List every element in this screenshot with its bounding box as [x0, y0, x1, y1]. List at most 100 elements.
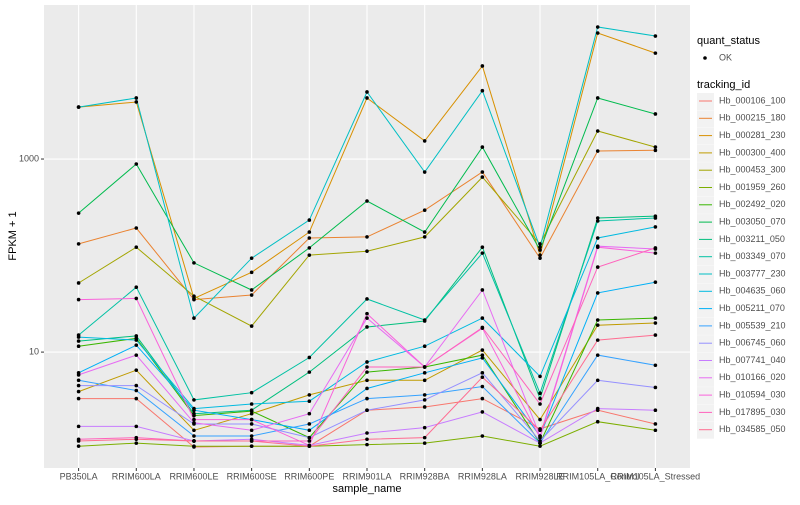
data-point [307, 355, 312, 360]
data-point [365, 365, 369, 369]
data-point [538, 417, 542, 422]
data-point [365, 396, 369, 401]
data-point [76, 105, 81, 109]
x-tick-label: RRIM105LA_Stressed [611, 471, 701, 481]
data-point [365, 370, 369, 374]
legend-label: Hb_003349_070 [719, 251, 786, 261]
data-point [76, 211, 81, 215]
data-point [595, 291, 600, 295]
data-point [192, 434, 196, 438]
data-point [76, 396, 81, 401]
data-point [538, 441, 542, 445]
data-point [595, 219, 600, 223]
data-point [653, 34, 658, 38]
legend-title: quant_status [697, 35, 760, 47]
data-point [249, 422, 254, 426]
legend-label: Hb_004635_060 [719, 286, 786, 296]
legend-label: Hb_001959_260 [719, 182, 786, 192]
data-point [480, 170, 485, 174]
data-point [480, 64, 485, 68]
data-point [480, 384, 485, 389]
data-point [307, 370, 312, 374]
data-point [365, 325, 369, 329]
y-tick-label: 10 [29, 346, 39, 356]
legend-label: Hb_000281_230 [719, 130, 786, 140]
data-point [595, 25, 600, 29]
legend-label: Hb_005539_210 [719, 320, 786, 330]
data-point [422, 344, 427, 349]
x-tick-label: RRIM600PE [284, 471, 334, 481]
legend-label: Hb_000300_400 [719, 147, 786, 157]
x-tick-label: RRIM928LA [458, 471, 507, 481]
data-point [422, 393, 427, 397]
data-point [595, 236, 600, 240]
data-point [480, 434, 485, 438]
data-point [76, 242, 81, 246]
data-point [365, 90, 369, 94]
data-point [365, 360, 369, 364]
data-point [595, 318, 600, 322]
data-point [192, 417, 196, 422]
data-point [365, 437, 369, 442]
data-point [76, 335, 81, 339]
data-point [422, 230, 427, 234]
legend-label: Hb_005211_070 [719, 303, 785, 313]
legend-label: Hb_003777_230 [719, 268, 786, 278]
legend-label: Hb_034585_050 [719, 424, 786, 434]
data-point [76, 383, 81, 388]
data-point [249, 408, 254, 413]
data-point [422, 398, 427, 402]
data-point [307, 393, 312, 397]
data-point [76, 439, 81, 443]
data-point [249, 444, 254, 448]
data-point [538, 396, 542, 401]
data-point [480, 145, 485, 149]
data-point [538, 245, 542, 250]
data-point [134, 338, 139, 342]
data-point [422, 139, 427, 143]
legend-label: Hb_010594_030 [719, 389, 786, 399]
x-tick-label: RRIM928BA [400, 471, 450, 481]
data-point [134, 245, 139, 250]
data-point [365, 199, 369, 203]
data-point [307, 411, 312, 416]
data-point [595, 419, 600, 424]
x-tick-label: RRIM600LA [112, 471, 161, 481]
data-point [538, 391, 542, 396]
x-tick-label: RRIM928LE [516, 471, 565, 481]
data-point [192, 444, 196, 448]
data-point [480, 88, 485, 93]
data-point [422, 235, 427, 239]
data-point [192, 398, 196, 402]
data-point [480, 325, 485, 330]
data-point [365, 249, 369, 253]
data-point [365, 311, 369, 316]
data-point [249, 390, 254, 395]
data-point [307, 435, 312, 440]
data-point [76, 339, 81, 343]
data-point [595, 353, 600, 357]
x-axis-title: sample_name [332, 483, 401, 495]
data-point [480, 371, 485, 375]
data-point [307, 422, 312, 426]
data-point [134, 383, 139, 388]
data-point [653, 333, 658, 337]
data-point [365, 431, 369, 435]
data-point [134, 100, 139, 104]
data-point [249, 270, 254, 275]
data-point [538, 435, 542, 440]
legend-label: Hb_010166_020 [719, 372, 786, 382]
data-point [307, 428, 312, 433]
data-point [422, 318, 427, 322]
data-point [595, 96, 600, 100]
data-point [480, 316, 485, 320]
data-point [595, 338, 600, 342]
data-point [192, 408, 196, 413]
x-tick-label: RRIM600SE [227, 471, 277, 481]
data-point [249, 434, 254, 438]
data-point [249, 428, 254, 433]
data-point [480, 353, 485, 357]
data-point [192, 316, 196, 320]
data-point [538, 374, 542, 379]
legend-label: OK [719, 52, 732, 62]
